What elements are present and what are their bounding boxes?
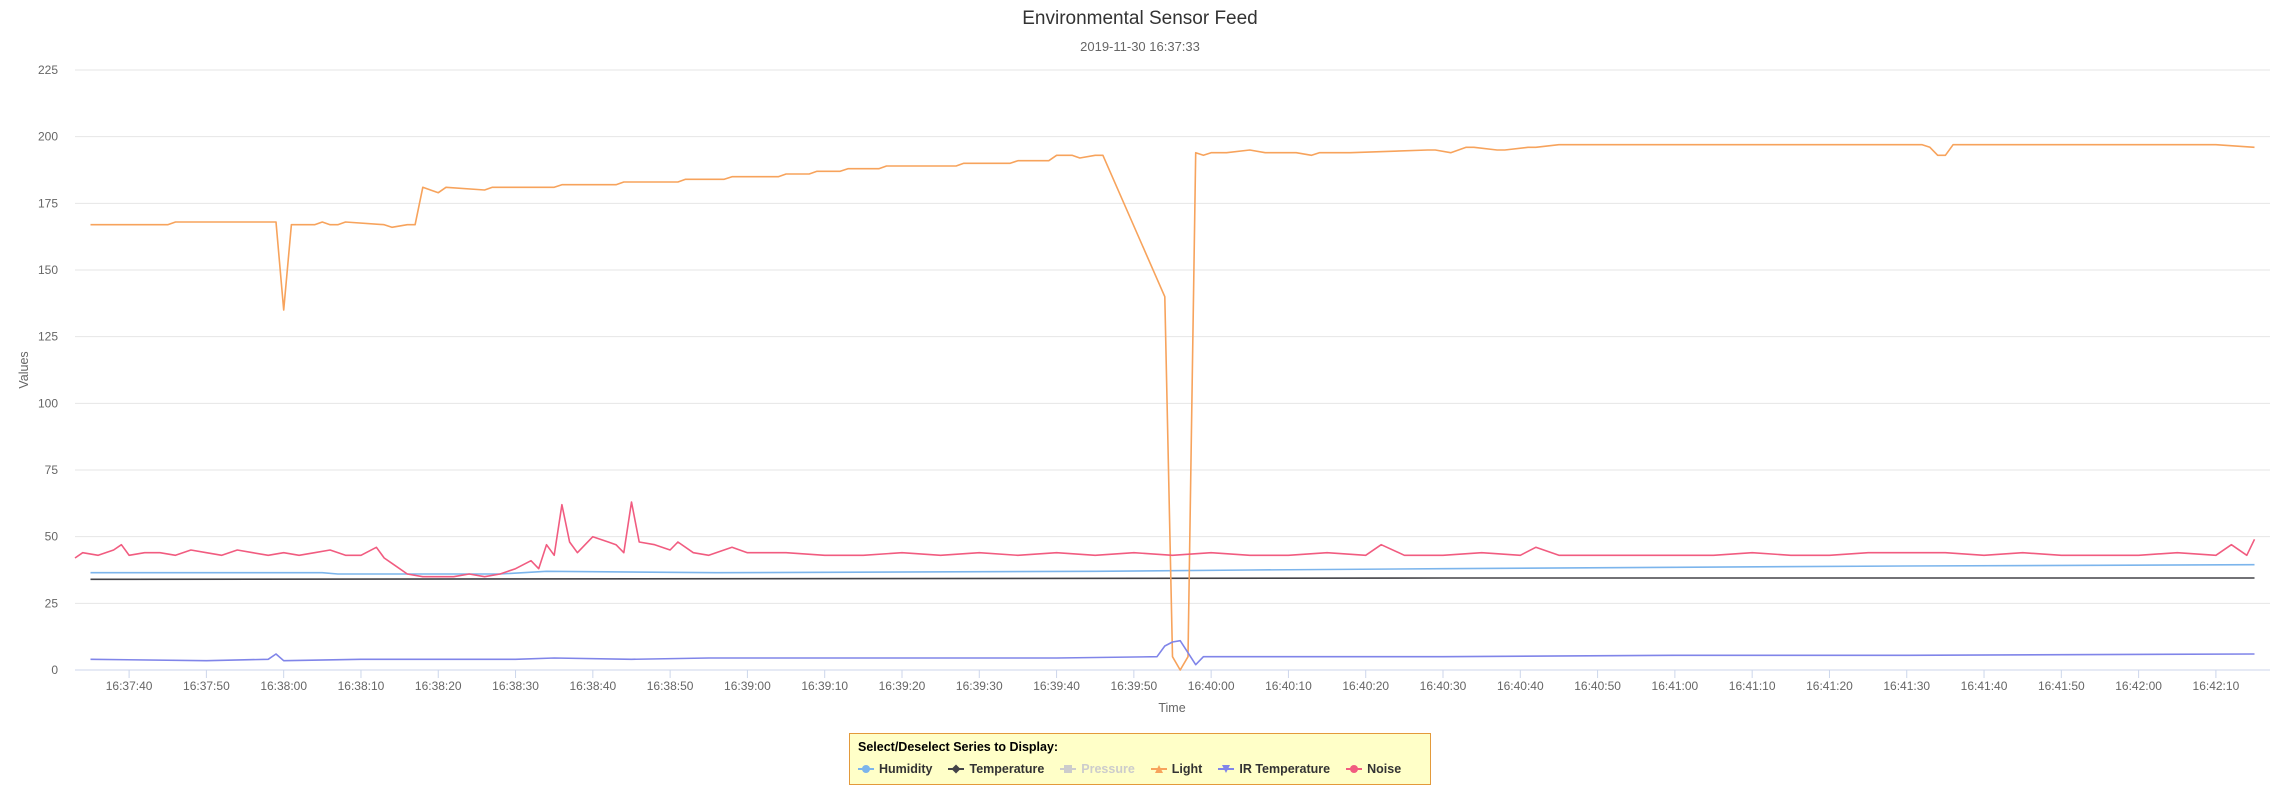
series-line-noise[interactable]: [74, 501, 2256, 578]
series-lines: [74, 143, 2256, 671]
legend-item-humidity[interactable]: Humidity: [858, 762, 932, 776]
x-tick-label: 16:37:40: [106, 679, 153, 693]
legend-item-temperature[interactable]: Temperature: [948, 762, 1044, 776]
x-tick-label: 16:38:20: [415, 679, 462, 693]
legend-label: Humidity: [879, 762, 933, 776]
legend-label: Light: [1171, 762, 1203, 776]
y-tick-label: 100: [38, 396, 58, 410]
x-tick-label: 16:41:20: [1806, 679, 1853, 693]
x-tick-label: 16:40:20: [1342, 679, 1389, 693]
x-tick-label: 16:39:10: [801, 679, 848, 693]
y-tick-label: 0: [51, 663, 58, 677]
x-tick-label: 16:41:40: [1961, 679, 2008, 693]
x-tick-label: 16:40:30: [1420, 679, 1467, 693]
x-tick-label: 16:38:10: [338, 679, 385, 693]
y-tick-label: 125: [38, 330, 58, 344]
x-tick-label: 16:39:20: [879, 679, 926, 693]
legend: Select/Deselect Series to Display: Humid…: [849, 733, 1431, 785]
y-tick-label: 175: [38, 196, 58, 210]
x-tick-label: 16:39:50: [1110, 679, 1157, 693]
series-line-humidity[interactable]: [90, 563, 2255, 575]
chart-title: Environmental Sensor Feed: [1022, 8, 1258, 29]
y-axis-ticks: 0 25 50 75 100 125 150 175 200 225: [38, 63, 58, 677]
legend-item-light[interactable]: Light: [1150, 762, 1203, 776]
legend-label: Pressure: [1081, 762, 1135, 776]
x-tick-label: 16:41:10: [1729, 679, 1776, 693]
x-tick-label: 16:41:30: [1883, 679, 1930, 693]
x-tick-label: 16:42:10: [2193, 679, 2240, 693]
legend-symbol-pressure-icon: [1060, 765, 1077, 773]
y-tick-label: 75: [45, 463, 59, 477]
x-tick-label: 16:38:30: [492, 679, 539, 693]
x-tick-label: 16:38:40: [569, 679, 616, 693]
legend-symbol-noise-icon: [1346, 765, 1363, 773]
x-tick-label: 16:42:00: [2115, 679, 2162, 693]
y-tick-label: 200: [38, 130, 58, 144]
y-tick-label: 225: [38, 63, 58, 77]
legend-item-noise[interactable]: Noise: [1346, 762, 1401, 776]
legend-symbol-ir-temperature-icon: [1218, 765, 1235, 773]
x-tick-label: 16:40:40: [1497, 679, 1544, 693]
x-tick-label: 16:39:40: [1033, 679, 1080, 693]
x-tick-label: 16:40:10: [1265, 679, 1312, 693]
legend-label: Temperature: [969, 762, 1045, 776]
y-tick-label: 25: [45, 596, 59, 610]
series-line-temperature[interactable]: [90, 577, 2255, 581]
x-tick-label: 16:41:50: [2038, 679, 2085, 693]
y-tick-label: 50: [45, 530, 59, 544]
legend-item-ir-temperature[interactable]: IR Temperature: [1218, 762, 1330, 776]
x-tick-label: 16:40:00: [1188, 679, 1235, 693]
x-axis-ticks: 16:37:40 16:37:50 16:38:00 16:38:10 16:38:20…: [106, 670, 2240, 693]
x-axis-title: Time: [1158, 701, 1185, 715]
legend-label: IR Temperature: [1239, 762, 1331, 776]
x-tick-label: 16:37:50: [183, 679, 230, 693]
legend-symbol-temperature-icon: [948, 764, 965, 774]
legend-symbol-humidity-icon: [858, 765, 874, 773]
legend-title: Select/Deselect Series to Display:: [858, 740, 1059, 754]
x-tick-label: 16:39:00: [724, 679, 771, 693]
legend-symbol-light-icon: [1150, 765, 1167, 773]
legend-label: Noise: [1367, 762, 1402, 776]
gridlines: [75, 69, 2270, 671]
x-tick-label: 16:38:00: [260, 679, 307, 693]
y-tick-label: 150: [38, 263, 58, 277]
legend-item-pressure[interactable]: Pressure: [1060, 762, 1135, 776]
x-tick-label: 16:40:50: [1574, 679, 1621, 693]
series-line-ir-temperature[interactable]: [90, 639, 2255, 666]
series-line-light[interactable]: [90, 143, 2255, 671]
chart-subtitle: 2019-11-30 16:37:33: [1080, 39, 1200, 54]
legend-items: Humidity Temperature Pressure Light IR T…: [858, 762, 1401, 776]
x-tick-label: 16:38:50: [647, 679, 694, 693]
y-axis-title: Values: [17, 351, 31, 388]
x-tick-label: 16:41:00: [1652, 679, 1699, 693]
x-tick-label: 16:39:30: [956, 679, 1003, 693]
